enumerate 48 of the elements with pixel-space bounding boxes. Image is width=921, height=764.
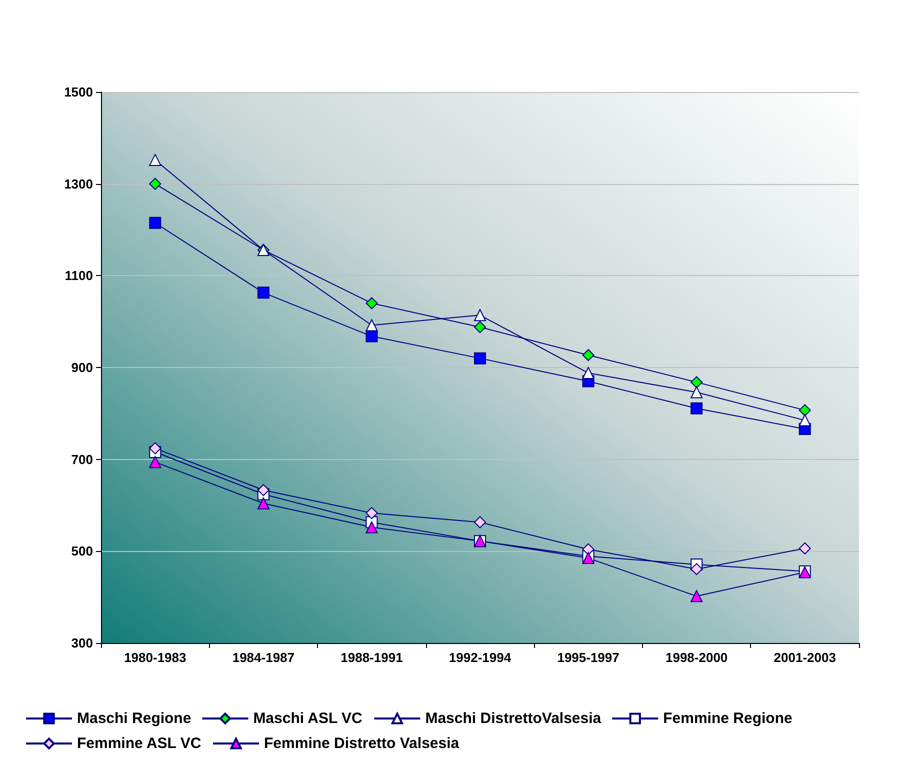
x-tick-label: 1995-1997 [557,650,620,665]
point [690,386,703,398]
point [366,507,378,520]
point [149,154,162,166]
y-tick-label: 700 [71,452,93,467]
legend-label: Maschi DistrettoValsesia [425,710,602,727]
point [690,402,703,414]
y-tick-label: 1300 [64,176,93,192]
y-tick-label: 1500 [64,84,93,100]
point [474,352,486,364]
point [366,521,378,534]
x-tick-label: 2001-2003 [774,650,836,665]
point [149,216,162,229]
point [474,321,486,334]
y-tick-label: 300 [71,636,93,650]
legend-label: Femmine Regione [663,710,792,727]
point [257,484,270,496]
point [257,497,270,510]
point [690,563,703,576]
point [798,414,811,426]
point [149,456,162,468]
y-tick-label: 1100 [64,268,93,284]
point [474,309,486,322]
point [582,349,594,362]
point [366,330,378,342]
point [366,319,378,332]
point [474,516,486,528]
x-tick-label: 1998-2000 [665,650,728,665]
point [582,367,594,380]
legend-label: Maschi ASL VC [253,710,363,727]
x-tick-label: 1980-1983 [124,650,186,665]
legend-label: Maschi Regione [77,710,192,727]
legend-label: Femmine ASL VC [77,735,202,752]
point [582,543,594,556]
point [798,542,811,554]
y-tick-label: 500 [71,544,93,559]
x-tick-label: 1984-1987 [232,650,295,665]
point [366,297,378,310]
point [149,442,162,454]
point [690,590,703,602]
point [798,404,811,416]
legend-label: Femmine Distretto Valsesia [264,735,460,752]
point [690,376,703,388]
point [149,178,162,190]
x-tick-label: 1988-1991 [340,650,403,665]
point [257,286,270,299]
x-tick-label: 1992-1994 [448,650,512,665]
y-tick-label: 900 [71,360,93,375]
